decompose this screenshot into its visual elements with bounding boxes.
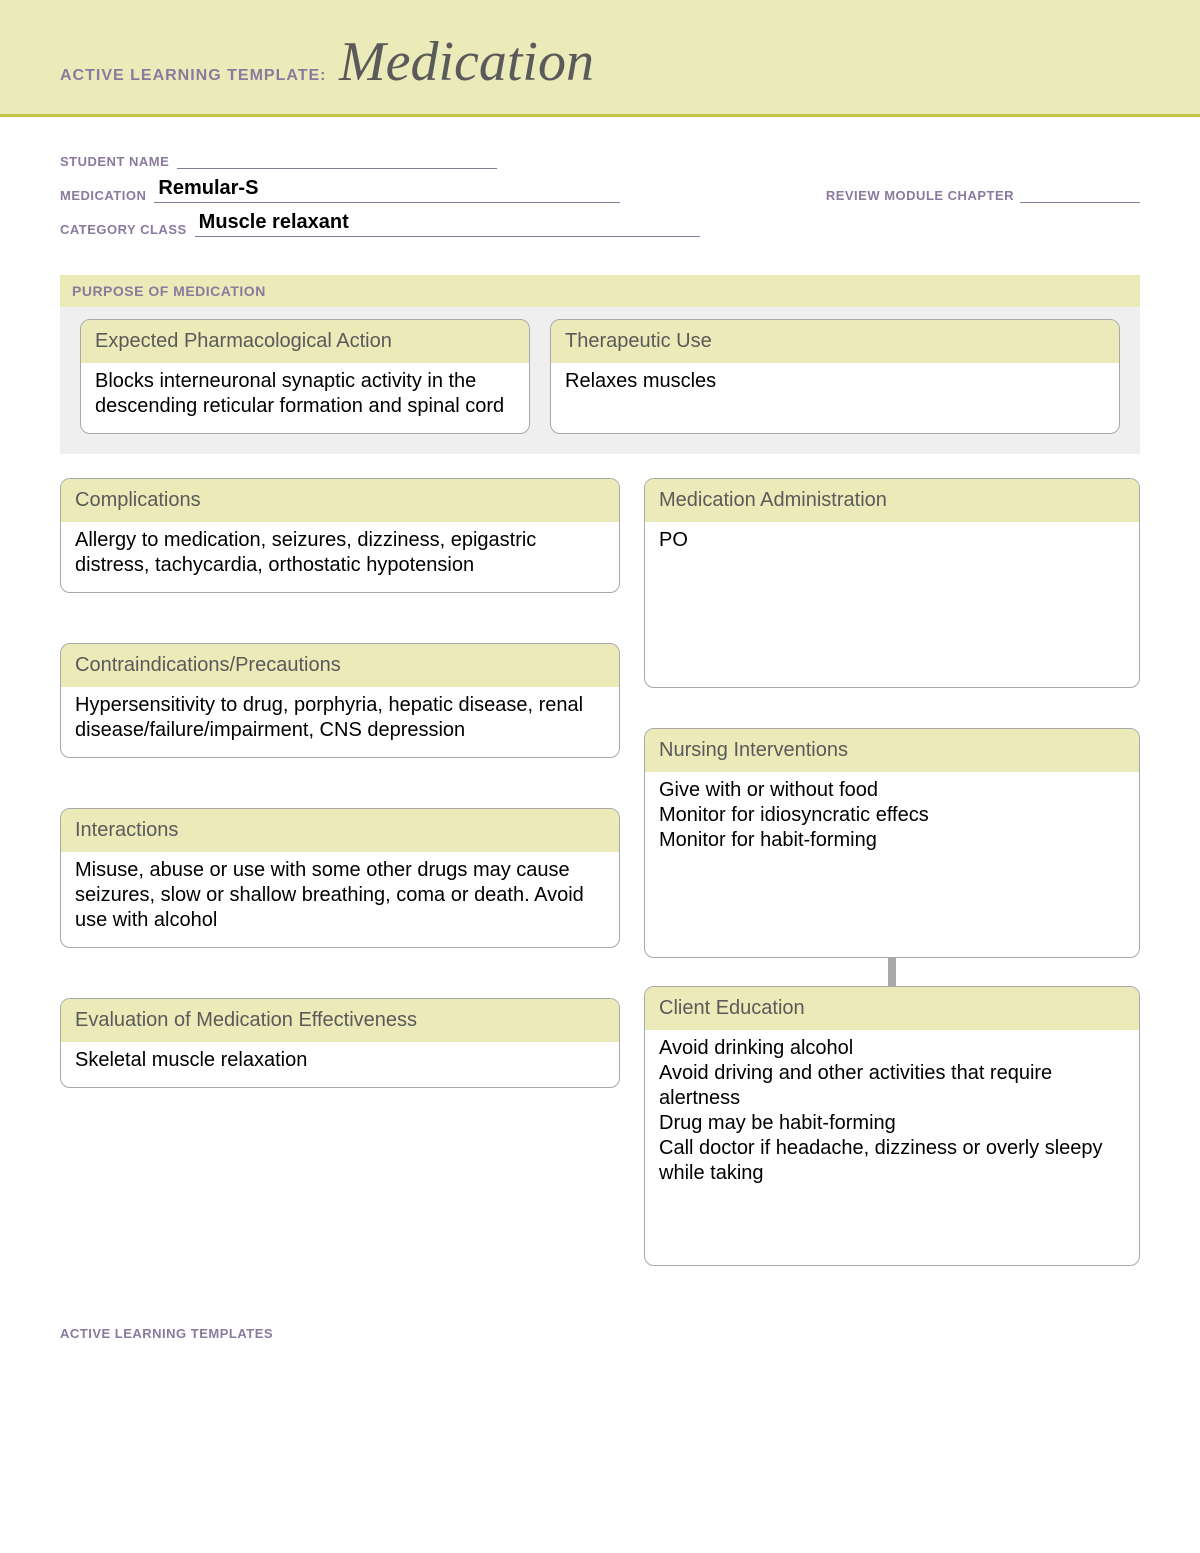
education-card: Client Education Avoid drinking alcohol …: [644, 986, 1140, 1266]
student-name-label: STUDENT NAME: [60, 154, 169, 169]
footer-text: ACTIVE LEARNING TEMPLATES: [0, 1286, 1200, 1371]
header-banner: ACTIVE LEARNING TEMPLATE: Medication: [0, 0, 1200, 117]
nursing-card: Nursing Interventions Give with or witho…: [644, 728, 1140, 958]
purpose-section-label: PURPOSE OF MEDICATION: [60, 275, 1140, 307]
medication-field[interactable]: Remular-S: [154, 177, 620, 203]
left-column: Complications Allergy to medication, sei…: [60, 478, 620, 1266]
complications-card: Complications Allergy to medication, sei…: [60, 478, 620, 593]
nursing-title: Nursing Interventions: [645, 729, 1139, 772]
administration-title: Medication Administration: [645, 479, 1139, 522]
evaluation-body: Skeletal muscle relaxation: [61, 1042, 619, 1087]
contraindications-body: Hypersensitivity to drug, porphyria, hep…: [61, 687, 619, 757]
interactions-title: Interactions: [61, 809, 619, 852]
interactions-body: Misuse, abuse or use with some other dru…: [61, 852, 619, 947]
spacer: [644, 688, 1140, 728]
therapeutic-use-card: Therapeutic Use Relaxes muscles: [550, 319, 1120, 434]
complications-title: Complications: [61, 479, 619, 522]
medication-label: MEDICATION: [60, 188, 146, 203]
education-title: Client Education: [645, 987, 1139, 1030]
expected-action-card: Expected Pharmacological Action Blocks i…: [80, 319, 530, 434]
form-area: STUDENT NAME MEDICATION Remular-S REVIEW…: [0, 117, 1200, 255]
right-column: Medication Administration PO Nursing Int…: [644, 478, 1140, 1266]
administration-body: PO: [645, 522, 1139, 687]
administration-card: Medication Administration PO: [644, 478, 1140, 688]
expected-action-title: Expected Pharmacological Action: [81, 320, 529, 363]
header-prefix: ACTIVE LEARNING TEMPLATE:: [60, 67, 326, 85]
evaluation-title: Evaluation of Medication Effectiveness: [61, 999, 619, 1042]
therapeutic-use-title: Therapeutic Use: [551, 320, 1119, 363]
connector-line: [888, 958, 896, 986]
category-class-field[interactable]: Muscle relaxant: [195, 211, 700, 237]
contraindications-card: Contraindications/Precautions Hypersensi…: [60, 643, 620, 758]
evaluation-card: Evaluation of Medication Effectiveness S…: [60, 998, 620, 1088]
contraindications-title: Contraindications/Precautions: [61, 644, 619, 687]
review-chapter-field[interactable]: [1020, 181, 1140, 203]
purpose-section: PURPOSE OF MEDICATION Expected Pharmacol…: [60, 275, 1140, 454]
complications-body: Allergy to medication, seizures, dizzine…: [61, 522, 619, 592]
main-grid: Complications Allergy to medication, sei…: [0, 454, 1200, 1286]
nursing-body: Give with or without food Monitor for id…: [645, 772, 1139, 957]
header-title: Medication: [339, 30, 594, 94]
category-class-label: CATEGORY CLASS: [60, 222, 187, 237]
therapeutic-use-body: Relaxes muscles: [551, 363, 1119, 433]
expected-action-body: Blocks interneuronal synaptic activity i…: [81, 363, 529, 433]
education-body: Avoid drinking alcohol Avoid driving and…: [645, 1030, 1139, 1265]
interactions-card: Interactions Misuse, abuse or use with s…: [60, 808, 620, 948]
review-chapter-label: REVIEW MODULE CHAPTER: [826, 188, 1014, 203]
student-name-field[interactable]: [177, 147, 497, 169]
